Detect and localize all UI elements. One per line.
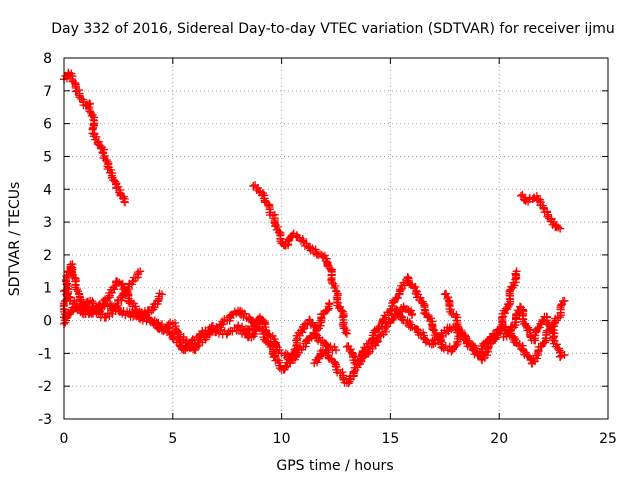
data-point (131, 306, 140, 315)
data-points (59, 68, 569, 388)
data-point-trail (321, 346, 334, 363)
data-point (157, 290, 166, 299)
y-tick-label: 7 (43, 84, 52, 100)
data-point-trail (524, 193, 534, 206)
data-point-trail (469, 341, 481, 356)
data-point-trail (510, 302, 524, 332)
data-point-trail (442, 289, 456, 319)
data-point-trail (276, 228, 287, 248)
data-point (399, 303, 408, 312)
data-point-trail (85, 99, 99, 138)
data-point-trail (419, 328, 432, 347)
data-point (249, 181, 258, 190)
y-tick-label: 3 (43, 215, 52, 231)
data-point-trail (225, 307, 241, 325)
chart-title: Day 332 of 2016, Sidereal Day-to-day VTE… (51, 21, 615, 37)
x-tick-label: 10 (273, 431, 291, 447)
data-point-trail (75, 86, 84, 102)
y-tick-label: 4 (43, 182, 52, 198)
y-tick-label: -3 (38, 412, 52, 428)
data-point-trail (556, 351, 566, 361)
data-point-trail (411, 324, 423, 339)
y-tick-label: -2 (38, 379, 52, 395)
data-point-trail (95, 301, 109, 315)
data-point-trail (312, 310, 326, 335)
data-point-trail (160, 318, 175, 335)
data-point-trail (339, 312, 351, 337)
data-point-trail (258, 324, 276, 349)
axis-ticks: 0 5 10 15 20 25 -3 -2 -1 0 1 2 3 4 5 6 7 8 (38, 51, 617, 447)
data-point-trail (377, 306, 395, 331)
data-point-trail (247, 323, 262, 342)
data-point-trail (332, 289, 348, 320)
data-point-trail (485, 329, 499, 344)
data-point-trail (115, 307, 132, 320)
data-point-trail (327, 265, 341, 296)
data-point-trail (320, 299, 334, 318)
data-point-trail (528, 194, 539, 204)
plot-frame (63, 57, 609, 420)
data-point-trail (478, 339, 493, 364)
data-point-trail (153, 289, 164, 308)
data-point-trail (301, 328, 318, 351)
y-axis-label: SDTVAR / TECUs (7, 182, 23, 297)
data-point (560, 296, 569, 305)
data-point-trail (451, 310, 466, 337)
data-point-trail (551, 222, 563, 232)
data-point-trail (84, 304, 98, 319)
y-tick-label: 2 (43, 248, 52, 264)
data-point-trail (67, 260, 77, 281)
data-point-trail (532, 191, 542, 205)
data-point-trail (411, 287, 429, 314)
y-tick-label: 6 (43, 117, 52, 133)
data-point-trail (215, 315, 229, 332)
data-point-trail (133, 268, 143, 282)
data-point (120, 198, 129, 207)
data-point-trail (118, 279, 133, 306)
data-point-trail (531, 319, 545, 345)
y-tick-label: -1 (38, 346, 52, 362)
data-point-trail (235, 306, 251, 323)
data-point-trail (285, 336, 301, 367)
data-point-trail (270, 210, 283, 237)
data-point-trail (528, 343, 543, 368)
data-point (325, 300, 334, 309)
data-point (136, 267, 145, 276)
y-tick-label: 0 (43, 314, 52, 330)
data-point-trail (320, 251, 332, 271)
y-tick-label: 1 (43, 281, 52, 297)
data-point-trail (477, 337, 492, 358)
data-point-trail (149, 316, 164, 334)
data-point (342, 342, 351, 351)
data-point-trail (83, 100, 92, 110)
data-point-trail (427, 335, 440, 349)
x-tick-label: 20 (490, 431, 508, 447)
x-tick-label: 15 (381, 431, 399, 447)
data-point-trail (537, 326, 551, 351)
data-point-trail (505, 269, 521, 308)
y-tick-label: 8 (43, 51, 52, 67)
x-axis-label: GPS time / hours (276, 458, 393, 474)
data-point-trail (392, 305, 407, 324)
data-point-trail (367, 324, 383, 347)
y-tick-label: 5 (43, 149, 52, 165)
data-point-trail (71, 274, 84, 298)
data-point (556, 224, 565, 233)
data-point-trail (556, 297, 567, 322)
data-point (512, 267, 521, 276)
data-point (342, 329, 351, 338)
data-point (560, 351, 569, 360)
data-point (408, 309, 417, 318)
x-tick-label: 0 (60, 431, 69, 447)
data-point-trail (420, 308, 437, 334)
data-point (332, 346, 340, 355)
x-tick-label: 5 (168, 431, 177, 447)
data-point (312, 249, 321, 258)
x-tick-label: 25 (599, 431, 617, 447)
data-point-trail (311, 347, 326, 367)
